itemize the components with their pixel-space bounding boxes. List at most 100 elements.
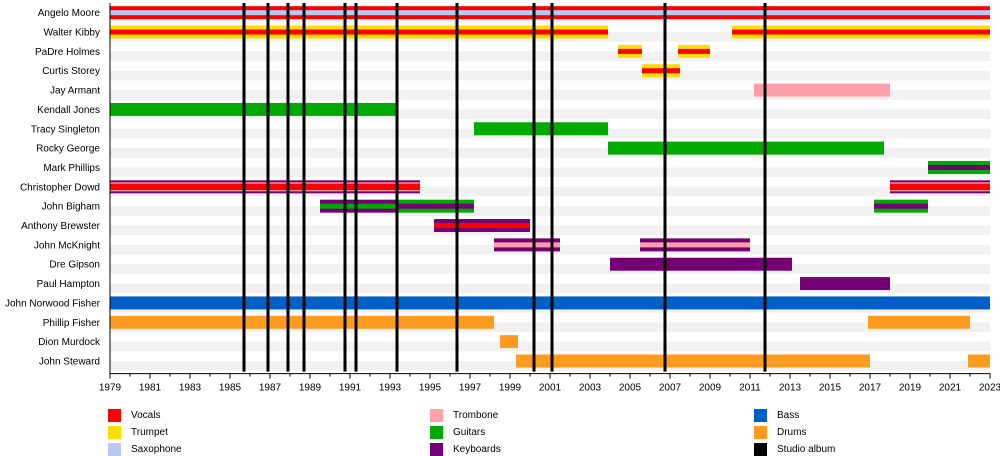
bar-drums bbox=[968, 354, 990, 368]
row-shade bbox=[110, 51, 990, 62]
x-tick-label: 2011 bbox=[739, 383, 761, 394]
bar-drums bbox=[500, 335, 518, 349]
member-label: John Bigham bbox=[42, 202, 100, 213]
bar-inner-vocals bbox=[110, 183, 420, 191]
legend-label: Bass bbox=[777, 409, 800, 421]
x-tick-label: 2021 bbox=[939, 383, 962, 394]
bar-bass bbox=[110, 296, 990, 310]
bar-inner-vocals bbox=[434, 223, 530, 229]
member-label: Kendall Jones bbox=[37, 105, 100, 116]
legend-swatch bbox=[430, 442, 443, 456]
x-tick-label: 1981 bbox=[139, 383, 162, 394]
member-label: Angelo Moore bbox=[38, 8, 101, 19]
member-label: Anthony Brewster bbox=[21, 221, 101, 232]
member-label: Curtis Storey bbox=[42, 66, 100, 77]
legend-item-guitars: Guitars bbox=[430, 425, 485, 439]
x-tick-label: 2007 bbox=[659, 383, 682, 394]
row-shade bbox=[110, 264, 990, 274]
x-axis: 1979 1981 1983 1985 1987 1989 1991 1993 1995 1997… bbox=[99, 3, 1000, 394]
x-tick-label: 2015 bbox=[819, 383, 842, 394]
legend-item-studio-album: Studio album bbox=[754, 442, 835, 456]
bar-guitars bbox=[474, 122, 608, 136]
member-label: Phillip Fisher bbox=[43, 318, 101, 329]
bar-guitars bbox=[110, 102, 398, 116]
row-shade bbox=[110, 225, 990, 236]
row-shade bbox=[110, 148, 990, 158]
legend-label: Guitars bbox=[453, 426, 486, 438]
bar-inner-trombone bbox=[640, 242, 750, 248]
row-shade bbox=[110, 70, 990, 81]
member-label: John Norwood Fisher bbox=[5, 298, 101, 309]
row-shade bbox=[110, 322, 990, 332]
bar-inner-saxophone bbox=[110, 10, 990, 16]
legend-item-bass: Bass bbox=[754, 408, 799, 422]
x-tick-label: 1997 bbox=[459, 383, 482, 394]
x-tick-label: 2009 bbox=[699, 383, 722, 394]
studio-album-lines bbox=[242, 3, 767, 372]
legend-swatch bbox=[108, 442, 121, 456]
legend-item-saxophone: Saxophone bbox=[108, 442, 182, 456]
bar-inner-vocals bbox=[618, 48, 642, 54]
x-tick-label: 2017 bbox=[859, 383, 882, 394]
bar-inner-keyboards bbox=[928, 164, 990, 170]
legend-label: Saxophone bbox=[131, 443, 182, 455]
legend-label: Drums bbox=[777, 426, 807, 438]
bar-drums bbox=[516, 354, 870, 368]
member-label: PaDre Holmes bbox=[35, 47, 100, 58]
legend-swatch bbox=[754, 442, 767, 456]
legend-swatch bbox=[430, 408, 443, 422]
row-shade bbox=[110, 90, 990, 100]
member-label: Dre Gipson bbox=[49, 260, 100, 271]
member-label: Paul Hampton bbox=[37, 279, 100, 290]
legend-item-trombone: Trombone bbox=[430, 408, 498, 422]
legend-swatch bbox=[108, 408, 121, 422]
bar-inner-trombone bbox=[494, 242, 560, 248]
row-shade bbox=[110, 167, 990, 178]
x-tick-label: 1995 bbox=[419, 383, 442, 394]
bar-keyboards bbox=[800, 277, 890, 291]
x-tick-label: 2023 bbox=[979, 383, 1000, 394]
member-label: Tracy Singleton bbox=[31, 124, 100, 135]
member-label: Dion Murdock bbox=[38, 337, 101, 348]
member-label: Christopher Dowd bbox=[20, 182, 100, 193]
legend-swatch bbox=[430, 425, 443, 439]
x-tick-label: 1985 bbox=[219, 383, 242, 394]
legend-item-vocals: Vocals bbox=[108, 408, 160, 422]
x-tick-label: 1993 bbox=[379, 383, 402, 394]
member-label: Rocky George bbox=[36, 144, 100, 155]
legend-item-drums: Drums bbox=[754, 425, 806, 439]
legend-label: Vocals bbox=[131, 409, 161, 421]
bar-inner-vocals bbox=[678, 48, 710, 54]
bar-inner-guitars bbox=[320, 203, 398, 209]
legend-label: Trombone bbox=[453, 409, 499, 421]
x-tick-label: 1983 bbox=[179, 383, 202, 394]
legend-swatch bbox=[108, 425, 121, 439]
legend-swatch bbox=[754, 408, 767, 422]
x-tick-label: 2005 bbox=[619, 383, 642, 394]
x-tick-label: 2019 bbox=[899, 383, 922, 394]
bar-drums bbox=[868, 315, 970, 329]
bar-keyboards bbox=[610, 257, 792, 271]
legend-item-trumpet: Trumpet bbox=[108, 425, 168, 439]
bar-trombone bbox=[754, 83, 890, 97]
member-label: Mark Phillips bbox=[43, 163, 100, 174]
bar-inner-vocals bbox=[642, 68, 680, 74]
row-shade bbox=[110, 186, 990, 197]
row-shade bbox=[110, 283, 990, 294]
x-tick-label: 2001 bbox=[539, 383, 562, 394]
legend-swatch bbox=[754, 425, 767, 439]
member-label: John Steward bbox=[39, 356, 100, 367]
legend-label: Keyboards bbox=[453, 443, 501, 455]
legend-label: Trumpet bbox=[131, 426, 168, 438]
bar-drums bbox=[110, 315, 494, 329]
member-labels: Angelo Moore Walter Kibby PaDre Holmes Curt… bbox=[5, 8, 101, 367]
x-tick-label: 1987 bbox=[259, 383, 282, 394]
row-shade bbox=[110, 341, 990, 352]
legend-item-keyboards: Keyboards bbox=[430, 442, 501, 456]
bar-inner-vocals bbox=[110, 29, 608, 35]
row-shade bbox=[110, 109, 990, 120]
legend-label: Studio album bbox=[777, 443, 836, 455]
x-tick-label: 1979 bbox=[99, 383, 122, 394]
x-tick-label: 2013 bbox=[779, 383, 802, 394]
bar-inner-keyboards bbox=[398, 203, 474, 209]
